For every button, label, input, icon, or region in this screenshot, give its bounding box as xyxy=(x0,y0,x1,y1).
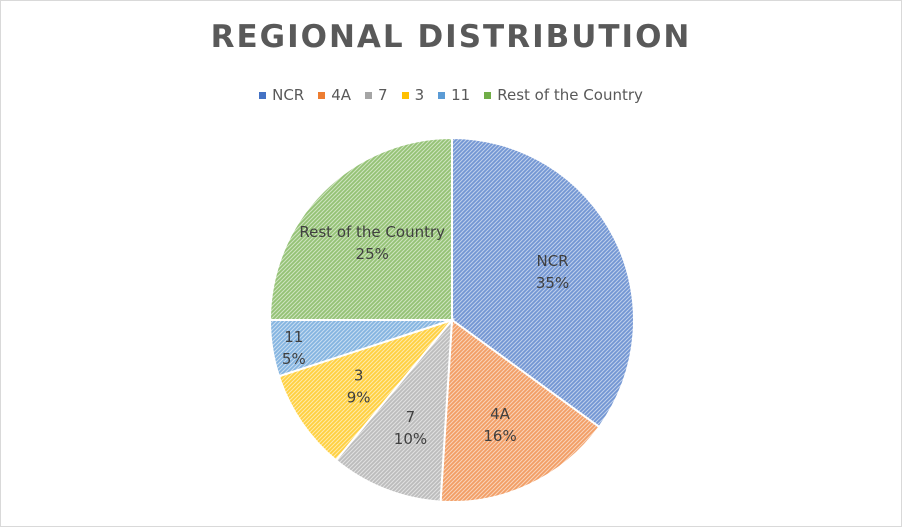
legend-item: 4A xyxy=(318,86,351,104)
legend-label: 7 xyxy=(378,86,388,104)
legend-item: NCR xyxy=(259,86,304,104)
data-label-percent: 16% xyxy=(483,427,516,445)
legend-swatch xyxy=(438,91,446,99)
data-label: NCR 35% xyxy=(536,252,569,292)
legend-swatch xyxy=(365,91,373,99)
legend-swatch xyxy=(259,91,267,99)
data-label-percent: 9% xyxy=(347,388,371,406)
data-label-percent: 5% xyxy=(282,350,306,368)
legend-swatch xyxy=(484,91,492,99)
legend-label: 3 xyxy=(414,86,425,104)
data-label-category: NCR xyxy=(536,252,568,270)
data-label: 3 9% xyxy=(347,366,371,406)
pie-slice-ncr xyxy=(451,136,635,429)
data-label-category: 7 xyxy=(406,408,416,426)
pie-slice-4a xyxy=(439,318,601,503)
chart-title: REGIONAL DISTRIBUTION xyxy=(210,19,692,55)
legend-label: Rest of the Country xyxy=(497,86,643,104)
data-label: 4A 16% xyxy=(483,405,516,445)
data-label-category: Rest of the Country xyxy=(299,223,445,241)
legend-swatch xyxy=(318,91,326,99)
legend-item: 7 xyxy=(365,86,388,104)
data-label-category: 3 xyxy=(354,366,364,384)
data-label: 7 10% xyxy=(394,408,427,448)
legend: NCR 4A 7 3 11 Rest of the Country xyxy=(1,86,901,104)
data-label-percent: 10% xyxy=(394,430,427,448)
legend-swatch xyxy=(401,91,409,99)
data-label-percent: 35% xyxy=(536,274,569,292)
legend-label: NCR xyxy=(272,86,305,104)
data-label: Rest of the Country 25% xyxy=(299,223,445,263)
data-label-category: 11 xyxy=(284,328,303,346)
legend-item: 11 xyxy=(438,86,470,104)
legend-item: 3 xyxy=(401,86,425,104)
legend-label: 11 xyxy=(451,86,471,104)
data-label-percent: 25% xyxy=(356,245,389,263)
legend-item: Rest of the Country xyxy=(484,86,643,104)
data-label-category: 4A xyxy=(490,405,511,423)
pie-slice-rest-of-the-country xyxy=(268,136,453,321)
pie-slice-7 xyxy=(334,316,454,503)
legend-label: 4A xyxy=(331,86,352,104)
pie-slice-3 xyxy=(277,317,455,462)
data-label: 11 5% xyxy=(282,328,306,368)
